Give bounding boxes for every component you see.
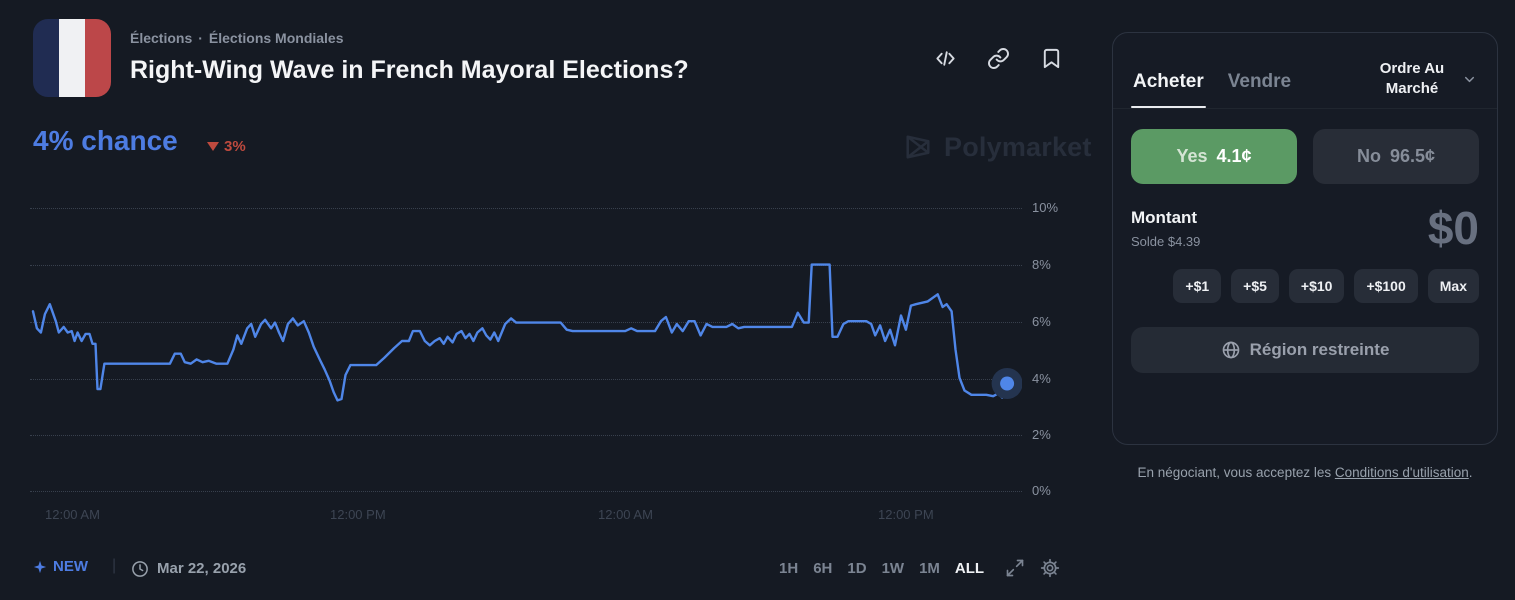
last-point-dot (1000, 376, 1015, 391)
breadcrumb-item-elections-mondiales[interactable]: Élections Mondiales (208, 30, 344, 46)
range-6h[interactable]: 6H (813, 559, 833, 577)
y-axis-tick: 0% (1032, 483, 1051, 498)
price-change: 3% (207, 138, 246, 155)
yes-label: Yes (1176, 146, 1208, 166)
price-line-svg (31, 263, 1022, 402)
polymarket-logo-icon (906, 135, 930, 159)
footer-divider: | (112, 557, 117, 574)
range-all[interactable]: ALL (954, 559, 985, 577)
france-flag-icon (33, 19, 111, 97)
terms-suffix: . (1468, 465, 1473, 480)
chip-add-1[interactable]: +$1 (1173, 269, 1222, 304)
gridline-4 (30, 379, 1022, 380)
current-chance: 4% chance (33, 125, 178, 156)
amount-input-value[interactable]: $0 (1427, 202, 1479, 254)
price-change-value: 3% (224, 138, 246, 155)
quick-amount-chips: +$1 +$5 +$10 +$100 Max (1131, 269, 1479, 304)
polymarket-watermark: Polymarket (902, 131, 1092, 163)
trade-tabs: Acheter Vendre (1131, 47, 1292, 108)
chip-add-5[interactable]: +$5 (1231, 269, 1279, 304)
bookmark-icon[interactable] (1040, 47, 1063, 70)
chip-add-100[interactable]: +$100 (1354, 269, 1418, 304)
gridline-2 (30, 435, 1022, 436)
breadcrumb-separator: · (198, 30, 203, 46)
tab-vendre[interactable]: Vendre (1227, 71, 1292, 92)
range-1h[interactable]: 1H (779, 559, 799, 577)
gridline-10 (30, 208, 1022, 209)
trade-panel-header: Acheter Vendre Ordre Au Marché (1113, 33, 1497, 109)
y-axis-tick: 8% (1032, 257, 1051, 272)
down-arrow-icon (207, 142, 219, 151)
new-badge-label: NEW (53, 558, 88, 575)
breadcrumb-item-elections[interactable]: Élections (130, 30, 193, 46)
new-badge: NEW (33, 558, 88, 575)
x-axis-tick: 12:00 AM (45, 507, 100, 522)
order-type-dropdown[interactable]: Ordre Au Marché (1369, 59, 1477, 100)
chip-add-10[interactable]: +$10 (1288, 269, 1345, 304)
buy-no-button[interactable]: No 96.5¢ (1313, 129, 1479, 184)
no-label: No (1356, 146, 1381, 166)
range-1w[interactable]: 1W (881, 559, 905, 577)
chevron-down-icon (1464, 76, 1475, 82)
tab-acheter[interactable]: Acheter (1131, 71, 1206, 108)
x-axis-tick: 12:00 PM (330, 507, 386, 522)
no-price: 96.5¢ (1389, 146, 1436, 166)
time-range-selector: 1H 6H 1D 1W 1M ALL (779, 558, 1060, 578)
embed-code-icon[interactable] (934, 47, 957, 70)
copy-link-icon[interactable] (987, 47, 1010, 70)
market-actions (934, 47, 1063, 70)
market-date: Mar 22, 2026 (157, 560, 247, 577)
terms-prefix: En négociant, vous acceptez les (1137, 465, 1335, 480)
gridline-0 (30, 491, 1022, 492)
price-line (31, 263, 1009, 402)
page-title: Right-Wing Wave in French Mayoral Electi… (130, 56, 689, 84)
chip-max[interactable]: Max (1427, 269, 1479, 304)
y-axis-tick: 2% (1032, 427, 1051, 442)
amount-section: Montant Solde $4.39 $0 (1131, 202, 1479, 254)
x-axis-tick: 12:00 AM (598, 507, 653, 522)
yes-price: 4.1¢ (1216, 146, 1252, 166)
terms-link[interactable]: Conditions d'utilisation (1334, 465, 1469, 480)
range-1m[interactable]: 1M (919, 559, 940, 577)
chart-settings-gear-icon[interactable] (1040, 558, 1060, 578)
terms-notice: En négociant, vous acceptez les Conditio… (1112, 463, 1498, 484)
amount-label: Montant (1131, 208, 1198, 227)
outcome-buttons: Yes 4.1¢ No 96.5¢ (1131, 129, 1479, 184)
order-type-label: Ordre Au Marché (1379, 60, 1445, 98)
clock-icon (132, 561, 148, 577)
globe-icon (1222, 342, 1239, 359)
watermark-text: Polymarket (944, 131, 1092, 162)
buy-yes-button[interactable]: Yes 4.1¢ (1131, 129, 1297, 184)
gridline-8 (30, 265, 1022, 266)
y-axis-tick: 4% (1032, 371, 1051, 386)
y-axis-tick: 6% (1032, 314, 1051, 329)
expand-chart-icon[interactable] (1005, 558, 1025, 578)
balance-label: Solde $4.39 (1131, 234, 1201, 249)
y-axis-tick: 10% (1032, 200, 1059, 215)
trade-panel: Acheter Vendre Ordre Au Marché Yes 4.1¢ … (1112, 32, 1498, 445)
sparkle-icon (33, 560, 47, 573)
restricted-region-button[interactable]: Région restreinte (1131, 327, 1479, 374)
restricted-region-label: Région restreinte (1249, 340, 1390, 360)
x-axis-tick: 12:00 PM (878, 507, 934, 522)
breadcrumb: Élections · Élections Mondiales (130, 30, 344, 46)
range-1d[interactable]: 1D (847, 559, 867, 577)
price-chart[interactable]: 10% 8% 6% 4% 2% 0% 12:00 AM 12:00 PM 12:… (30, 195, 1058, 522)
